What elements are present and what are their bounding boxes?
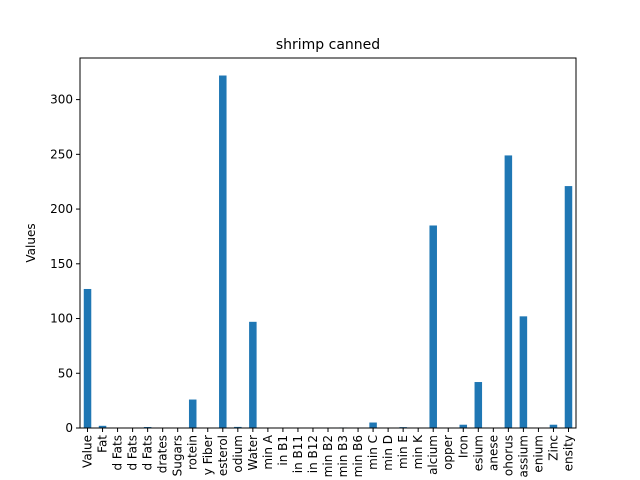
y-tick-label: 200 (50, 202, 73, 216)
y-tick-label: 50 (58, 366, 73, 380)
x-tick-label: min K (411, 434, 425, 469)
y-axis-ticks: 0 50 100 150 200 250 300 (50, 93, 80, 435)
bar (474, 382, 483, 428)
bar (83, 288, 92, 428)
x-tick-label: Fat (96, 435, 110, 453)
bar (98, 425, 107, 428)
x-tick-label: alcium (426, 435, 440, 475)
x-tick-label: opper (441, 435, 455, 470)
y-tick-label: 300 (50, 93, 73, 107)
x-tick-label: min E (396, 435, 410, 469)
x-tick-label: Iron (456, 435, 470, 458)
bars-group (83, 75, 573, 429)
x-tick-label: esium (471, 435, 485, 471)
bar (429, 225, 437, 428)
chart-title: shrimp canned (276, 37, 380, 53)
x-tick-label: ensity (561, 435, 575, 471)
y-tick-label: 100 (50, 312, 73, 326)
x-tick-label: min B6 (351, 435, 365, 477)
x-axis-ticks: Value Fat d Fats d Fats d Fats drates Sugars ro… (81, 428, 575, 478)
x-tick-label: enium (531, 435, 545, 473)
x-tick-label: Sugars (171, 435, 185, 476)
bar (219, 75, 227, 428)
x-tick-label: odium (231, 435, 245, 473)
x-tick-label: assium (516, 435, 530, 478)
y-tick-label: 250 (50, 147, 73, 161)
x-tick-label: anese (486, 435, 500, 471)
y-tick-label: 0 (65, 421, 73, 435)
bar (549, 424, 558, 428)
bar (249, 321, 257, 428)
x-tick-label: ohorus (501, 435, 515, 476)
x-tick-label: d Fats (126, 435, 140, 471)
x-tick-label: Value (81, 435, 95, 468)
y-axis-label: Values (24, 223, 38, 262)
x-tick-label: d Fats (141, 435, 155, 471)
x-tick-label: min B2 (321, 435, 335, 477)
plot-frame (79, 57, 577, 429)
x-tick-label: y Fiber (201, 435, 215, 475)
bar (564, 186, 573, 428)
bar (519, 316, 528, 428)
x-tick-label: d Fats (111, 435, 125, 471)
x-tick-label: in B12 (306, 435, 320, 473)
x-tick-label: min B3 (336, 435, 350, 477)
y-tick-label: 150 (50, 257, 73, 271)
bar (459, 424, 468, 428)
bar (504, 155, 513, 429)
bar (188, 399, 197, 428)
bar (369, 422, 377, 428)
x-tick-label: Zinc (546, 435, 560, 461)
x-tick-label: in B1 (276, 435, 290, 466)
x-tick-label: rotein (186, 435, 200, 470)
bar (234, 426, 242, 428)
x-tick-label: min C (366, 435, 380, 470)
x-tick-label: esterol (216, 435, 230, 476)
x-tick-label: min D (381, 435, 395, 471)
x-tick-label: in B11 (291, 435, 305, 473)
x-tick-label: Water (246, 435, 260, 471)
x-tick-label: drates (156, 435, 170, 473)
x-tick-label: min A (261, 434, 275, 469)
